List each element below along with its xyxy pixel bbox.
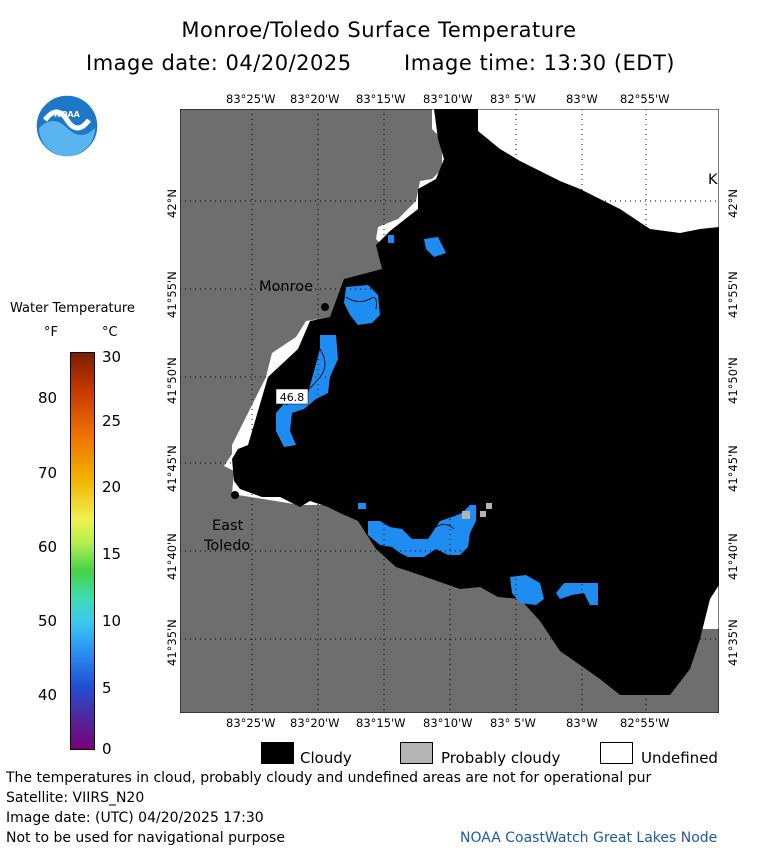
- place-east-toledo-line1: East: [212, 518, 244, 534]
- lon-tick-bottom: 83°20'W: [290, 716, 340, 730]
- page-title: Monroe/Toledo Surface Temperature: [181, 18, 577, 42]
- c-tick: 30: [102, 348, 122, 366]
- lat-tick-right: 42°N: [726, 189, 740, 218]
- lon-tick-bottom: 83°15'W: [356, 716, 406, 730]
- footer-satellite: Satellite: VIIRS_N20: [6, 790, 145, 806]
- lon-tick-top: 83° 5'W: [490, 92, 536, 106]
- legend-undefined-label: Undefined: [641, 749, 718, 767]
- lon-tick-bottom: 82°55'W: [620, 716, 670, 730]
- colorbar-title: Water Temperature: [10, 301, 135, 316]
- c-tick: 5: [102, 679, 112, 697]
- probably-cloudy-cell: [480, 511, 486, 517]
- lon-tick-top: 83°25'W: [226, 92, 276, 106]
- place-east-toledo-line2: Toledo: [204, 538, 251, 554]
- lat-tick-right: 41°55'N: [726, 271, 740, 318]
- f-tick: 70: [38, 464, 58, 482]
- footer-source: NOAA CoastWatch Great Lakes Node: [460, 830, 718, 846]
- image-date: Image date: 04/20/2025: [86, 51, 352, 75]
- lon-tick-bottom: 83°10'W: [423, 716, 473, 730]
- lat-tick-left: 41°35'N: [165, 619, 179, 666]
- lon-tick-top: 83°10'W: [423, 92, 473, 106]
- footer-nav: Not to be used for navigational purpose: [6, 830, 285, 846]
- lat-tick-right: 41°50'N: [726, 357, 740, 404]
- map-canvas: 46.8: [180, 109, 719, 713]
- lon-tick-bottom: 83° 5'W: [490, 716, 536, 730]
- colorbar-unit-c: °C: [102, 325, 118, 340]
- footer-disclaimer: The temperatures in cloud, probably clou…: [6, 770, 652, 786]
- lat-tick-right: 41°45'N: [726, 445, 740, 492]
- colorbar-gradient: [70, 352, 95, 750]
- cloud-area: [232, 109, 719, 695]
- lon-tick-bottom: 83°25'W: [226, 716, 276, 730]
- logo-text: NOAA: [54, 110, 80, 119]
- f-tick: 40: [38, 686, 58, 704]
- c-tick: 0: [102, 740, 112, 758]
- lat-tick-left: 41°55'N: [165, 271, 179, 318]
- lat-tick-right: 41°35'N: [726, 619, 740, 666]
- lat-tick-left: 41°50'N: [165, 357, 179, 404]
- f-tick: 60: [38, 538, 58, 556]
- legend-undefined-swatch: [600, 742, 633, 764]
- f-tick: 50: [38, 612, 58, 630]
- lon-tick-top: 83°20'W: [290, 92, 340, 106]
- legend-cloudy-label: Cloudy: [300, 749, 352, 767]
- colorbar-unit-f: °F: [44, 325, 58, 340]
- probably-cloudy-cell: [462, 511, 470, 519]
- lon-tick-top: 82°55'W: [620, 92, 670, 106]
- lon-tick-top: 83°W: [566, 92, 598, 106]
- c-tick: 20: [102, 478, 122, 496]
- sample-value: 46.8: [280, 391, 305, 404]
- place-monroe: Monroe: [259, 279, 314, 295]
- c-tick: 10: [102, 612, 122, 630]
- lon-tick-top: 83°15'W: [356, 92, 406, 106]
- probably-cloudy-cell: [486, 503, 492, 509]
- lat-tick-left: 41°45'N: [165, 445, 179, 492]
- noaa-logo: NOAA: [35, 94, 99, 158]
- lat-tick-left: 41°40'N: [165, 533, 179, 580]
- place-k-label: K: [708, 172, 718, 188]
- monroe-marker: [321, 303, 329, 311]
- water-temperature-patches: [276, 235, 598, 605]
- lat-tick-right: 41°40'N: [726, 533, 740, 580]
- east-toledo-marker: [231, 491, 239, 499]
- lat-tick-left: 42°N: [165, 189, 179, 218]
- legend-cloudy-swatch: [261, 742, 294, 764]
- c-tick: 15: [102, 545, 122, 563]
- legend-probably-cloudy-label: Probably cloudy: [441, 749, 561, 767]
- image-time: Image time: 13:30 (EDT): [404, 51, 675, 75]
- lon-tick-bottom: 83°W: [566, 716, 598, 730]
- c-tick: 25: [102, 412, 122, 430]
- sample-value-box: [275, 388, 309, 405]
- footer-utc-date: Image date: (UTC) 04/20/2025 17:30: [6, 810, 264, 826]
- f-tick: 80: [38, 389, 58, 407]
- graticule: [180, 109, 719, 713]
- legend-probably-cloudy-swatch: [400, 742, 433, 764]
